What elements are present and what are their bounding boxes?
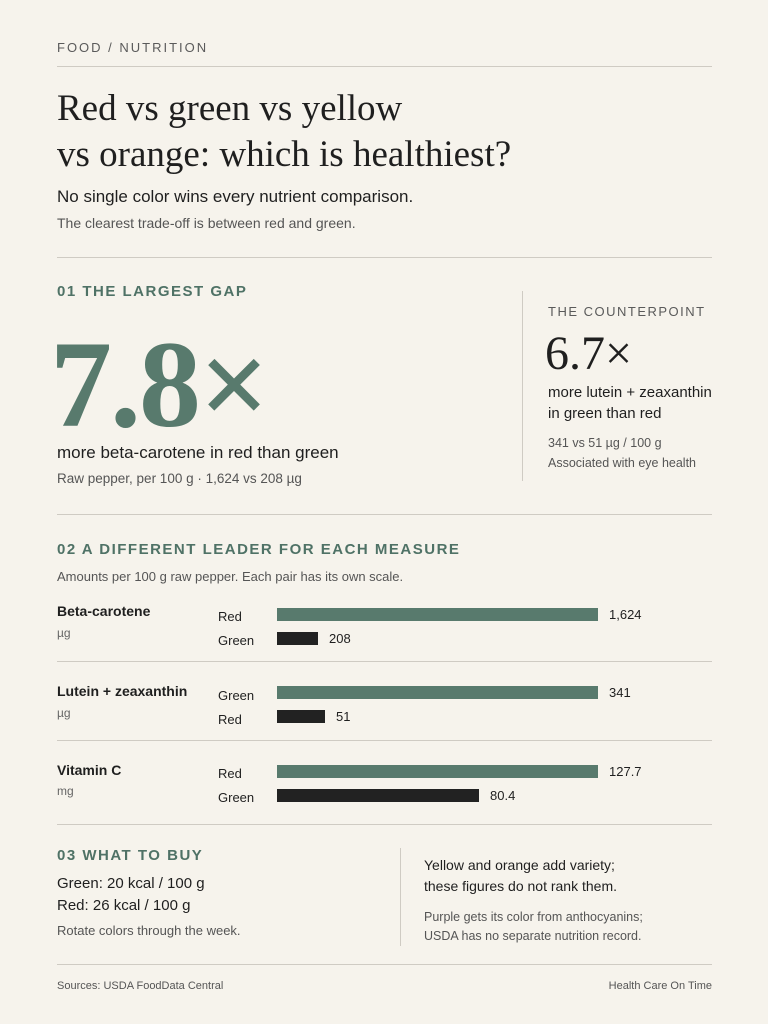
counterpoint-note-line-1: 341 vs 51 µg / 100 g	[548, 436, 662, 450]
section-divider	[57, 514, 712, 515]
bar	[277, 765, 598, 778]
footer-sources: Sources: USDA FoodData Central	[57, 980, 224, 992]
section-2-note: Amounts per 100 g raw pepper. Each pair …	[57, 569, 404, 584]
buy-tip: Rotate colors through the week.	[57, 923, 241, 938]
bar-label: Red	[218, 766, 242, 781]
measure-name: Vitamin C	[57, 762, 122, 778]
footer-brand: Health Care On Time	[608, 980, 712, 992]
bar-value: 1,624	[609, 607, 642, 622]
counterpoint-number: 6.7×	[545, 327, 633, 380]
section-3-divider	[400, 848, 401, 946]
bar	[277, 710, 325, 723]
section-1-label: 01 THE LARGEST GAP	[57, 283, 248, 300]
measure-name: Lutein + zeaxanthin	[57, 683, 188, 699]
section-3-label: 03 WHAT TO BUY	[57, 847, 204, 864]
measure-unit: mg	[57, 784, 74, 798]
calorie-green: Green: 20 kcal / 100 g	[57, 875, 205, 892]
page-subtitle: No single color wins every nutrient comp…	[57, 187, 414, 206]
counterpoint-divider	[522, 291, 523, 481]
bar-label: Green	[218, 790, 255, 805]
purple-note-line-1: Purple gets its color from anthocyanins;	[424, 910, 643, 924]
footer-divider	[57, 964, 712, 965]
bar-label: Green	[218, 688, 255, 703]
section-2-label: 02 A DIFFERENT LEADER FOR EACH MEASURE	[57, 541, 461, 558]
section-divider	[57, 257, 712, 258]
counterpoint-note: 341 vs 51 µg / 100 g Associated with eye…	[548, 433, 748, 473]
variety-note: Yellow and orange add variety; these fig…	[424, 855, 714, 897]
bar	[277, 686, 598, 699]
counterpoint-note-line-2: Associated with eye health	[548, 456, 697, 470]
bar	[277, 632, 318, 645]
title-line-1: Red vs green vs yellow	[57, 88, 403, 129]
calorie-red: Red: 26 kcal / 100 g	[57, 897, 191, 914]
measure-divider	[57, 661, 712, 662]
bar-value: 208	[329, 631, 351, 646]
counterpoint-description-line-2: in green than red	[548, 405, 662, 422]
bar-label: Red	[218, 609, 242, 624]
big-stat-number: 7.8×	[50, 316, 270, 453]
purple-note: Purple gets its color from anthocyanins;…	[424, 908, 724, 946]
bar	[277, 608, 598, 621]
big-stat-description: more beta-carotene in red than green	[57, 443, 339, 462]
counterpoint-description-line-1: more lutein + zeaxanthin	[548, 384, 712, 401]
counterpoint-description: more lutein + zeaxanthin in green than r…	[548, 382, 738, 424]
bar-value: 341	[609, 685, 631, 700]
measure-name: Beta-carotene	[57, 603, 151, 619]
bar-label: Green	[218, 633, 255, 648]
bar-value: 51	[336, 709, 351, 724]
measure-divider	[57, 740, 712, 741]
measure-unit: µg	[57, 706, 71, 720]
bar-value: 127.7	[609, 764, 642, 779]
purple-note-line-2: USDA has no separate nutrition record.	[424, 929, 642, 943]
section-divider	[57, 824, 712, 825]
bar-value: 80.4	[490, 788, 516, 803]
page-title: Red vs green vs yellow vs orange: which …	[57, 86, 677, 178]
bar	[277, 789, 479, 802]
counterpoint-label: THE COUNTERPOINT	[548, 304, 706, 319]
section-kicker: FOOD / NUTRITION	[57, 40, 209, 55]
bar-label: Red	[218, 712, 242, 727]
page-subnote: The clearest trade-off is between red an…	[57, 215, 356, 231]
header-divider	[57, 66, 712, 67]
big-stat-note: Raw pepper, per 100 g · 1,624 vs 208 µg	[57, 471, 302, 486]
variety-note-line-1: Yellow and orange add variety;	[424, 857, 615, 873]
measure-unit: µg	[57, 626, 71, 640]
title-line-2: vs orange: which is healthiest?	[57, 134, 512, 175]
variety-note-line-2: these figures do not rank them.	[424, 878, 617, 894]
